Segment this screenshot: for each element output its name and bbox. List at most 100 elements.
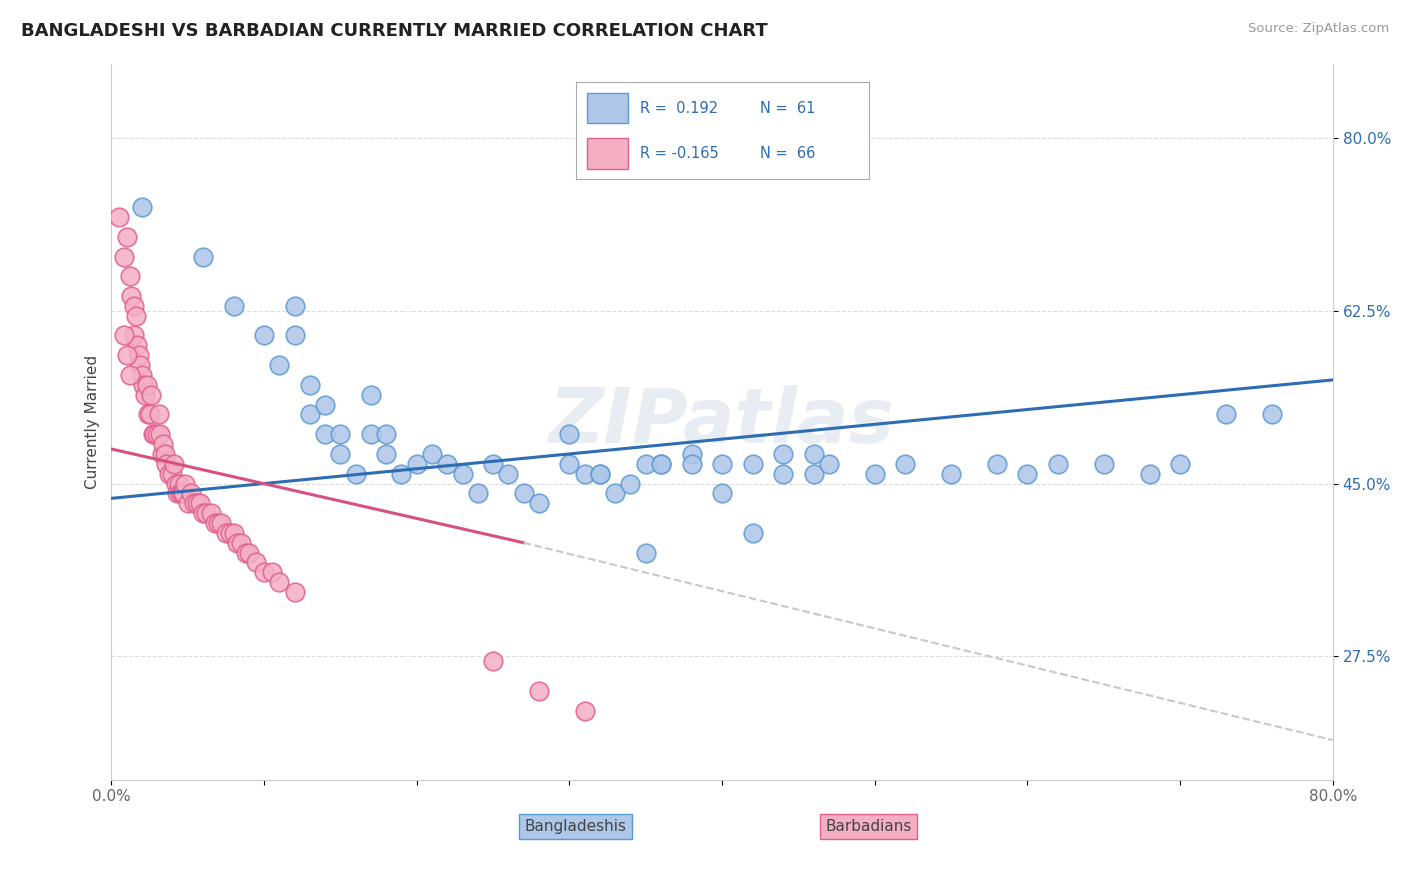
Point — [149, 427, 172, 442]
Point — [298, 377, 321, 392]
Point — [803, 467, 825, 481]
Point — [131, 368, 153, 382]
Point — [150, 447, 173, 461]
Point — [269, 575, 291, 590]
Point — [253, 328, 276, 343]
Point — [803, 447, 825, 461]
Point — [195, 506, 218, 520]
Point — [605, 486, 627, 500]
Point — [527, 683, 550, 698]
Point — [118, 269, 141, 284]
Point — [634, 457, 657, 471]
Point — [360, 387, 382, 401]
Point — [405, 457, 427, 471]
Point — [681, 457, 703, 471]
Point — [589, 467, 612, 481]
Point — [222, 525, 245, 540]
Point — [225, 535, 247, 549]
Point — [108, 210, 131, 224]
Point — [146, 427, 169, 442]
Point — [512, 486, 534, 500]
Point — [136, 408, 159, 422]
Point — [269, 358, 291, 372]
Point — [650, 457, 672, 471]
Point — [167, 476, 190, 491]
Point — [115, 229, 138, 244]
Point — [128, 348, 150, 362]
Point — [143, 427, 166, 442]
Point — [238, 546, 260, 560]
Point — [180, 486, 202, 500]
Point — [153, 447, 176, 461]
Point — [177, 496, 200, 510]
Point — [1260, 408, 1282, 422]
Point — [482, 457, 505, 471]
Point — [253, 566, 276, 580]
Point — [420, 447, 443, 461]
Point — [558, 427, 581, 442]
Point — [772, 447, 794, 461]
Point — [125, 309, 148, 323]
Point — [329, 447, 352, 461]
Point — [939, 467, 962, 481]
Point — [260, 566, 283, 580]
Point — [329, 427, 352, 442]
Point — [200, 506, 222, 520]
Point — [574, 467, 596, 481]
Point — [619, 476, 641, 491]
Point — [360, 427, 382, 442]
Point — [231, 535, 253, 549]
Point — [711, 486, 734, 500]
Point — [142, 427, 165, 442]
Point — [574, 704, 596, 718]
Point — [681, 447, 703, 461]
Point — [169, 486, 191, 500]
Point — [589, 467, 612, 481]
Point — [115, 348, 138, 362]
Point — [1092, 457, 1115, 471]
Text: Source: ZipAtlas.com: Source: ZipAtlas.com — [1249, 22, 1389, 36]
Point — [183, 496, 205, 510]
Text: ZIPatlas: ZIPatlas — [550, 384, 896, 458]
Point — [173, 476, 195, 491]
Point — [124, 299, 146, 313]
Point — [209, 516, 232, 530]
Point — [772, 467, 794, 481]
Point — [155, 457, 177, 471]
Point — [986, 457, 1008, 471]
Point — [467, 486, 489, 500]
Point — [818, 457, 841, 471]
Point — [186, 496, 208, 510]
Point — [159, 467, 181, 481]
Point — [165, 476, 187, 491]
Point — [127, 338, 149, 352]
Point — [298, 408, 321, 422]
Point — [1046, 457, 1069, 471]
Point — [139, 387, 162, 401]
Point — [219, 525, 242, 540]
Point — [245, 556, 267, 570]
Point — [375, 447, 398, 461]
Text: Barbadians: Barbadians — [825, 819, 912, 834]
Point — [120, 289, 142, 303]
Point — [118, 368, 141, 382]
Point — [235, 546, 257, 560]
Point — [112, 328, 135, 343]
Point — [863, 467, 886, 481]
Point — [172, 486, 194, 500]
Point — [1168, 457, 1191, 471]
Point — [124, 328, 146, 343]
Point — [498, 467, 520, 481]
Point — [894, 457, 917, 471]
Point — [134, 387, 156, 401]
Point — [166, 486, 188, 500]
Point — [482, 654, 505, 668]
Point — [284, 299, 307, 313]
Point — [191, 250, 214, 264]
Point — [191, 506, 214, 520]
Point — [314, 427, 336, 442]
Point — [527, 496, 550, 510]
Point — [138, 408, 160, 422]
Point — [436, 457, 458, 471]
Point — [222, 299, 245, 313]
